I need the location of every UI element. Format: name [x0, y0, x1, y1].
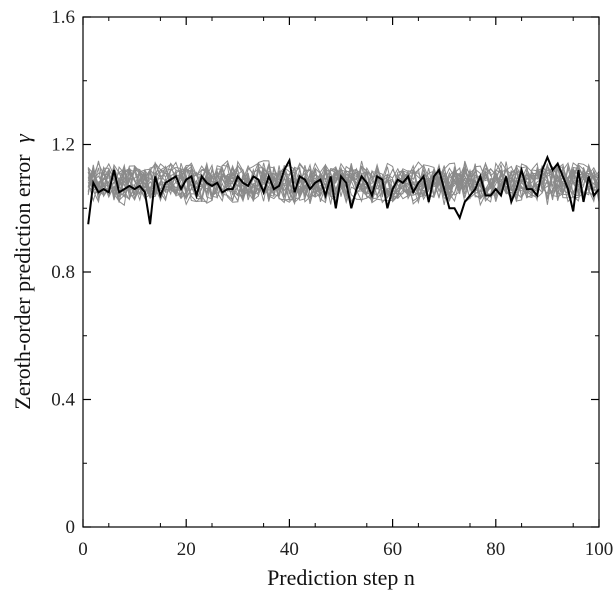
x-tick-label: 20: [177, 539, 196, 560]
plot-frame: [82, 16, 600, 528]
x-tick-label: 80: [486, 539, 505, 560]
highlight-series-group: [87, 154, 600, 225]
y-axis-title-text: Zeroth-order prediction error: [10, 154, 35, 410]
y-axis-title: Zeroth-order prediction error γ: [10, 133, 35, 410]
y-tick-label: 1.6: [51, 7, 75, 28]
x-tick-labels: 0 20 40 60 80 100: [78, 539, 613, 560]
y-tick-label: 0.8: [51, 262, 75, 283]
background-series-line: [87, 166, 600, 205]
y-tick-label: 0.4: [51, 390, 75, 411]
y-tick-label: 0: [66, 517, 76, 538]
axis-ticks: [82, 16, 600, 528]
background-series-line: [87, 162, 600, 199]
highlight-series-line: [87, 154, 600, 225]
x-tick-label: 0: [78, 539, 88, 560]
y-axis-title-symbol: γ: [10, 133, 35, 143]
x-tick-label: 100: [585, 539, 614, 560]
background-series-line: [87, 166, 600, 204]
y-tick-labels: 0 0.4 0.8 1.2 1.6: [51, 7, 75, 538]
x-axis-title: Prediction step n: [267, 565, 415, 590]
x-tick-label: 40: [280, 539, 299, 560]
y-tick-label: 1.2: [51, 135, 75, 156]
x-tick-label: 60: [383, 539, 402, 560]
